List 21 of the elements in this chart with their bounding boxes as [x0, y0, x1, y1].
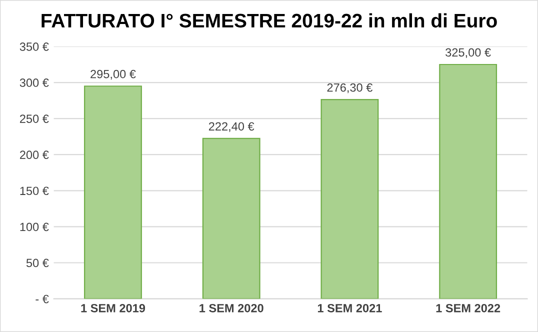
y-tick-label: 100 €: [20, 222, 49, 232]
y-tick-label: - €: [36, 294, 49, 304]
y-tick-label: 150 €: [20, 186, 49, 196]
bar: [84, 86, 142, 299]
x-tick-label: 1 SEM 2020: [200, 304, 264, 312]
chart-title: FATTURATO I° SEMESTRE 2019-22 in mln di Euro: [42, 13, 497, 28]
data-label: 295,00 €: [90, 70, 136, 80]
y-tick-label: 350 €: [20, 42, 49, 51]
bar: [320, 99, 379, 299]
y-tick-label: 200 €: [20, 150, 49, 160]
y-tick-label: 50 €: [26, 258, 49, 268]
y-tick-label: 250 €: [20, 114, 49, 123]
data-label: 222,40 €: [208, 122, 254, 132]
data-label: 276,30 €: [327, 83, 373, 94]
data-label: 325,00 €: [446, 48, 491, 58]
bar: [439, 64, 498, 299]
x-tick-label: 1 SEM 2019: [81, 304, 146, 312]
x-tick-label: 1 SEM 2021: [318, 304, 382, 312]
y-tick-label: 300 €: [20, 78, 49, 87]
bar: [202, 138, 260, 299]
x-tick-label: 1 SEM 2022: [436, 304, 500, 312]
